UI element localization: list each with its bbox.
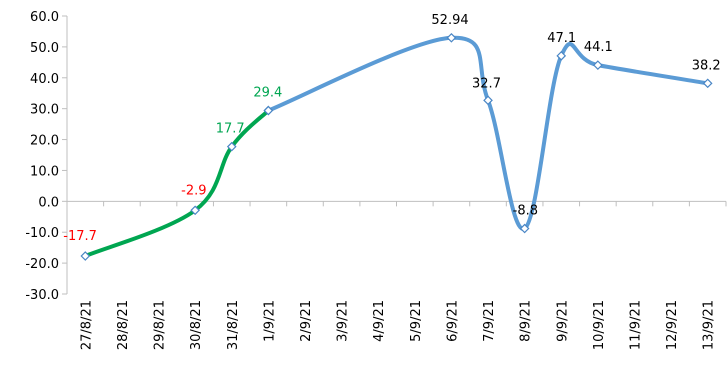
data-point-marker — [519, 223, 530, 234]
y-tick-label: 50.0 — [30, 41, 59, 56]
x-tick-label: 5/9/21 — [409, 300, 424, 342]
x-tick-label: 1/9/21 — [262, 300, 277, 342]
y-tick-label: 60.0 — [30, 10, 59, 25]
x-tick-label: 11/9/21 — [628, 300, 643, 350]
x-tick-label: 28/8/21 — [116, 300, 131, 350]
y-tick-label: 0.0 — [38, 195, 59, 210]
data-label: 32.7 — [472, 76, 501, 91]
data-label: -8.8 — [513, 204, 538, 219]
data-point-marker — [483, 95, 493, 106]
data-label: -17.7 — [63, 229, 97, 244]
x-tick-label: 27/8/21 — [79, 300, 94, 350]
data-labels: -17.7 -2.9 17.7 29.4 52.94 32.7 -8.8 47.1 44.1 38… — [63, 13, 720, 244]
x-tick-label: 2/9/21 — [299, 300, 314, 342]
x-axis-ticks: 27/8/21 28/8/21 29/8/21 30/8/21 31/8/21 1/9/2… — [66, 201, 727, 350]
data-point-marker — [190, 205, 200, 216]
y-tick-label: 40.0 — [30, 72, 59, 87]
x-tick-label: 10/9/21 — [592, 300, 607, 350]
x-tick-label: 6/9/21 — [445, 300, 460, 342]
y-tick-label: -30.0 — [25, 288, 59, 303]
y-axis-ticks: -30.0 -20.0 -10.0 0.0 10.0 20.0 30.0 40.0 50.0 60… — [25, 10, 67, 303]
data-label: 44.1 — [584, 40, 613, 55]
y-tick-label: 20.0 — [30, 134, 59, 149]
data-label: 17.7 — [216, 122, 245, 137]
data-point-marker — [702, 78, 713, 89]
y-tick-label: -10.0 — [25, 226, 59, 241]
x-tick-label: 12/9/21 — [665, 300, 680, 350]
data-point-marker — [263, 105, 274, 116]
y-tick-label: 30.0 — [30, 103, 59, 118]
series-line-2 — [266, 35, 710, 231]
data-label: -2.9 — [181, 183, 206, 198]
x-tick-label: 4/9/21 — [372, 300, 387, 342]
series-markers — [80, 32, 713, 261]
data-label: 38.2 — [692, 58, 721, 73]
data-label: 29.4 — [253, 86, 282, 101]
x-tick-label: 29/8/21 — [153, 300, 168, 350]
x-tick-label: 7/9/21 — [482, 300, 497, 342]
chart-axes — [66, 16, 726, 294]
x-tick-label: 31/8/21 — [226, 300, 241, 350]
data-point-marker — [226, 141, 237, 152]
data-point-marker — [80, 251, 91, 261]
x-tick-label: 30/8/21 — [189, 300, 204, 350]
x-tick-label: 13/9/21 — [702, 300, 717, 350]
data-point-marker — [556, 50, 567, 61]
data-point-marker — [593, 60, 603, 70]
series-line-1 — [83, 108, 271, 259]
y-tick-label: 10.0 — [30, 164, 59, 179]
x-tick-label: 3/9/21 — [336, 300, 351, 342]
x-tick-label: 8/9/21 — [519, 300, 534, 342]
x-tick-label: 9/9/21 — [555, 300, 570, 342]
data-point-marker — [446, 32, 457, 43]
y-tick-label: -20.0 — [25, 257, 59, 272]
data-label: 47.1 — [547, 31, 576, 46]
data-label: 52.94 — [431, 13, 468, 28]
series-lines — [83, 35, 710, 259]
